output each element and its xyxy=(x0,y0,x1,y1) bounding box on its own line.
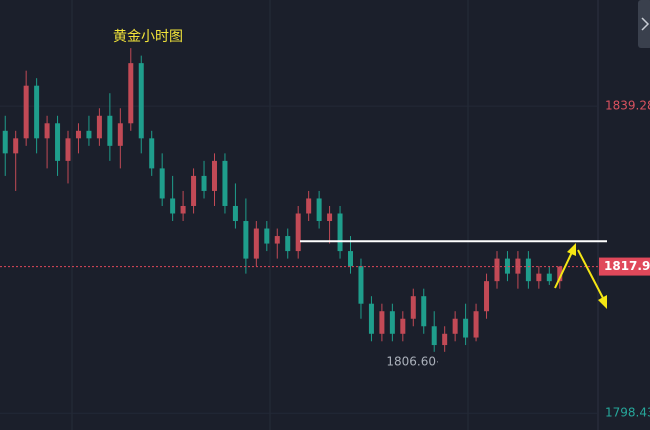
candle-body xyxy=(264,228,270,244)
candle-body xyxy=(295,213,301,252)
arrow-up xyxy=(554,249,574,289)
candle-body xyxy=(379,311,385,334)
candle-body xyxy=(55,123,61,161)
candle-body xyxy=(75,130,81,139)
tab-icon xyxy=(641,17,650,31)
candle-body xyxy=(484,281,490,312)
candle-body xyxy=(389,311,395,334)
candle-body xyxy=(117,123,123,146)
candle-body xyxy=(274,236,280,244)
candle-body xyxy=(159,168,165,199)
candle-body xyxy=(368,303,374,334)
current-price-label: 1817.94 xyxy=(604,259,650,273)
y-tick-label: 1839.28 xyxy=(605,99,650,113)
candle-body xyxy=(222,160,228,206)
candle-body xyxy=(316,198,322,222)
candle-body xyxy=(253,228,259,259)
candle-body xyxy=(65,138,71,161)
candle-body xyxy=(327,213,333,222)
candle-body xyxy=(421,296,427,327)
candle-body xyxy=(191,175,197,206)
candle-body xyxy=(285,236,291,252)
candle-body xyxy=(86,130,92,139)
candle-body xyxy=(170,198,176,214)
plot: 1839.28 1798.43 1806.60 xyxy=(0,48,650,420)
current-price-tag xyxy=(599,257,650,276)
candle-body xyxy=(96,115,102,139)
candle-body xyxy=(400,318,406,334)
arrow-head xyxy=(567,243,576,256)
candle-body xyxy=(180,205,186,214)
candle-body xyxy=(494,258,500,282)
side-tab[interactable] xyxy=(638,0,650,48)
low-label: 1806.60 xyxy=(386,354,436,368)
candle-body xyxy=(525,258,531,282)
candle-body xyxy=(23,85,29,139)
candle-body xyxy=(232,205,238,222)
candle-body xyxy=(473,311,479,338)
arrow-down xyxy=(577,249,605,301)
candle-body xyxy=(452,318,458,334)
candle-body xyxy=(201,175,207,191)
y-tick-label: 1798.43 xyxy=(605,406,650,420)
candle-body xyxy=(2,130,8,154)
candle-body xyxy=(243,221,249,259)
candle-body xyxy=(410,296,416,319)
candle-body xyxy=(504,258,510,274)
candle-body xyxy=(536,273,542,282)
chart-title: 黄金小时图 xyxy=(113,28,183,45)
candle-body xyxy=(348,251,354,267)
candle-body xyxy=(211,160,217,191)
candle-body xyxy=(337,213,343,252)
candle-body xyxy=(557,266,563,282)
candle-body xyxy=(34,85,40,139)
arrows xyxy=(554,243,607,309)
arrow-head xyxy=(598,295,607,309)
candle-body xyxy=(546,273,552,282)
candle-body xyxy=(431,326,437,346)
candle-body xyxy=(44,123,50,139)
candle-body xyxy=(138,63,144,139)
candle-body xyxy=(463,318,469,338)
candle-body xyxy=(306,198,312,214)
candle-body xyxy=(442,333,448,346)
candle-body xyxy=(128,63,134,124)
candle-body xyxy=(149,138,155,169)
candle-body xyxy=(358,266,364,304)
candle-body xyxy=(13,138,19,154)
candle-body xyxy=(107,115,113,146)
